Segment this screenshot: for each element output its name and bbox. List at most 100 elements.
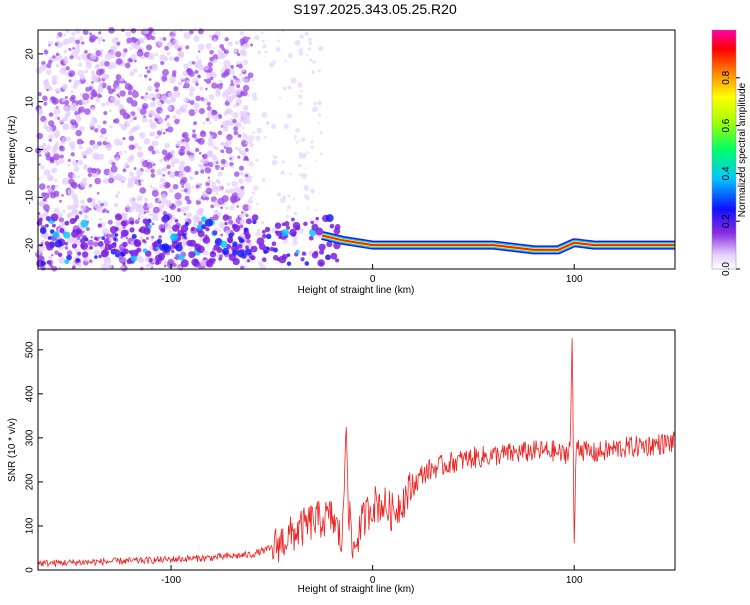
spectrogram-dot (156, 238, 163, 244)
spectrogram-dot (65, 28, 70, 33)
spectrogram-dot (58, 158, 65, 165)
spectrogram-dot (69, 218, 76, 225)
spectrogram-dot (303, 185, 310, 191)
spectrogram-dot (124, 81, 127, 84)
spectrogram-dot (46, 187, 53, 193)
spectrogram-dot (45, 215, 51, 222)
spectrogram-dot (63, 231, 71, 239)
spectrogram-dot (108, 109, 112, 113)
x-tick-label: -100 (161, 575, 181, 586)
spectrogram-dot (119, 256, 127, 264)
spectrogram-tone-track (321, 231, 675, 255)
colorbar-tick-label: 0.0 (721, 262, 732, 276)
spectrogram-dot (184, 195, 190, 201)
spectrogram-dot (180, 206, 187, 213)
spectrogram-dot (97, 241, 104, 247)
spectrogram-dot (334, 224, 341, 230)
spectrogram-dot (260, 31, 264, 34)
spectrogram-dot (45, 79, 49, 82)
spectrogram-dot (113, 248, 118, 253)
spectrogram-dot (81, 53, 88, 60)
spectrogram-dot (36, 249, 42, 255)
spectrogram-dot (109, 96, 116, 102)
spectrogram-dot (149, 263, 154, 268)
spectrogram-dot (135, 44, 141, 50)
spectrogram-dot (224, 144, 228, 148)
spectrogram-dot (137, 151, 143, 157)
snr-frame (37, 329, 676, 571)
spectrogram-y-ticks: -20 -10 0 10 20 (25, 48, 43, 252)
spectrogram-dot (174, 199, 181, 206)
spectrogram-dot (55, 243, 59, 248)
spectrogram-dot (238, 238, 245, 244)
spectrogram-dot (157, 40, 163, 47)
spectrogram-dot (218, 114, 221, 118)
spectrogram-dot (241, 211, 244, 214)
spectrogram-dot (152, 215, 159, 222)
spectrogram-dot (71, 203, 78, 210)
spectrogram-dot (151, 235, 155, 239)
spectrogram-dot (152, 206, 160, 214)
tone-track-line (321, 234, 675, 251)
snr-x-label: Height of straight line (km) (298, 584, 415, 595)
spectrogram-dot (92, 143, 99, 150)
spectrogram-dot (59, 199, 63, 203)
spectrogram-dot (245, 213, 249, 218)
spectrogram-dot (63, 49, 68, 54)
spectrogram-dot (210, 135, 214, 138)
spectrogram-dot (42, 95, 48, 102)
spectrogram-dot (113, 99, 121, 107)
spectrogram-dot (248, 140, 252, 144)
spectrogram-dot (42, 142, 47, 147)
spectrogram-dot (188, 109, 196, 117)
spectrogram-dot (54, 42, 59, 46)
spectrogram-dot (135, 41, 139, 45)
spectrogram-dot (242, 59, 249, 66)
spectrogram-dot (43, 101, 48, 106)
spectrogram-dot (78, 62, 83, 67)
spectrogram-dot (238, 165, 244, 171)
spectrogram-dot (186, 68, 191, 73)
spectrogram-dot (297, 82, 303, 88)
spectrogram-dot (146, 69, 151, 74)
spectrogram-dot (206, 150, 214, 157)
spectrogram-dot (87, 239, 94, 246)
spectrogram-dot (151, 150, 156, 155)
spectrogram-dot (294, 39, 301, 46)
spectrogram-dot (78, 210, 83, 215)
spectrogram-dot (161, 182, 165, 186)
colorbar-tick-label: 0.4 (721, 166, 732, 180)
spectrogram-dot (293, 211, 298, 216)
spectrogram-dot (99, 61, 105, 67)
spectrogram-dot (183, 32, 191, 40)
spectrogram-dot (98, 82, 103, 88)
spectrogram-dot (307, 207, 310, 210)
spectrogram-dot (241, 44, 248, 50)
spectrogram-dot (178, 164, 185, 172)
spectrogram-dot (257, 50, 262, 55)
spectrogram-dot (259, 264, 266, 270)
spectrogram-dot (92, 76, 100, 83)
spectrogram-dot (130, 255, 137, 262)
spectrogram-dot (37, 92, 42, 97)
spectrogram-dot (199, 237, 204, 242)
spectrogram-dot (112, 88, 116, 93)
spectrogram-dot (147, 218, 152, 224)
spectrogram-dot (217, 52, 225, 60)
spectrogram-dot (76, 138, 83, 145)
spectrogram-dot (177, 81, 183, 86)
spectrogram-dot (220, 206, 224, 210)
spectrogram-dot (277, 39, 280, 43)
spectrogram-dot (141, 102, 149, 110)
spectrogram-dot (97, 36, 103, 42)
spectrogram-dot (123, 48, 128, 53)
spectrogram-dot (91, 81, 94, 84)
spectrogram-dot (203, 250, 209, 256)
spectrogram-dot (68, 47, 72, 51)
spectrogram-dot (159, 184, 164, 189)
spectrogram-dot (84, 108, 91, 115)
spectrogram-dot (48, 134, 54, 140)
spectrogram-dot (164, 45, 169, 51)
spectrogram-dot (125, 31, 131, 37)
spectrogram-dot (55, 52, 60, 56)
